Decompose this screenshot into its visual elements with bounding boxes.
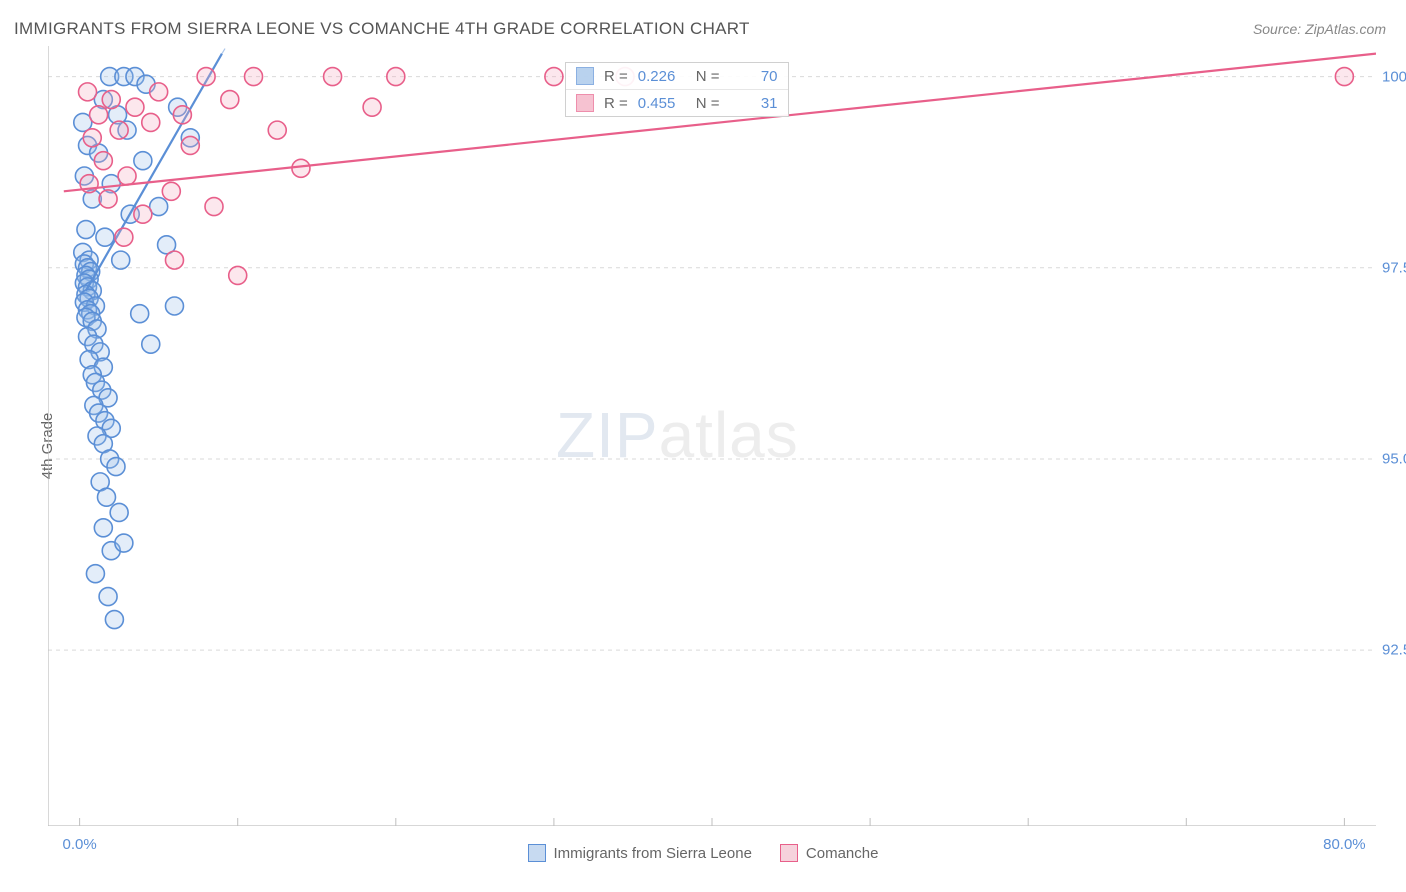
stats-panel: R = 0.226 N = 70 R = 0.455 N = 31 <box>565 62 789 117</box>
legend-label: Comanche <box>806 845 879 862</box>
scatter-plot-svg <box>48 46 1376 826</box>
legend-swatch <box>528 844 546 862</box>
legend-item: Immigrants from Sierra Leone <box>528 844 752 862</box>
legend-label: Immigrants from Sierra Leone <box>554 845 752 862</box>
y-tick-label: 97.5% <box>1382 259 1406 276</box>
source-attribution: Source: ZipAtlas.com <box>1253 21 1386 37</box>
source-name: ZipAtlas.com <box>1305 21 1386 37</box>
r-value: 0.455 <box>638 95 686 112</box>
y-tick-label: 92.5% <box>1382 642 1406 659</box>
stats-row: R = 0.455 N = 31 <box>566 89 788 116</box>
n-label: N = <box>696 68 720 85</box>
r-label: R = <box>604 95 628 112</box>
series-swatch <box>576 94 594 112</box>
stats-row: R = 0.226 N = 70 <box>566 63 788 89</box>
legend-item: Comanche <box>780 844 879 862</box>
footer-legend: Immigrants from Sierra Leone Comanche <box>0 844 1406 862</box>
r-value: 0.226 <box>638 68 686 85</box>
chart-header: IMMIGRANTS FROM SIERRA LEONE VS COMANCHE… <box>0 0 1406 46</box>
y-tick-label: 95.0% <box>1382 450 1406 467</box>
legend-swatch <box>780 844 798 862</box>
series-swatch <box>576 67 594 85</box>
n-value: 70 <box>730 68 778 85</box>
chart-title: IMMIGRANTS FROM SIERRA LEONE VS COMANCHE… <box>14 19 750 39</box>
n-value: 31 <box>730 95 778 112</box>
source-prefix: Source: <box>1253 21 1305 37</box>
y-tick-label: 100.0% <box>1382 68 1406 85</box>
plot-area: 92.5%95.0%97.5%100.0% <box>48 46 1376 826</box>
r-label: R = <box>604 68 628 85</box>
n-label: N = <box>696 95 720 112</box>
